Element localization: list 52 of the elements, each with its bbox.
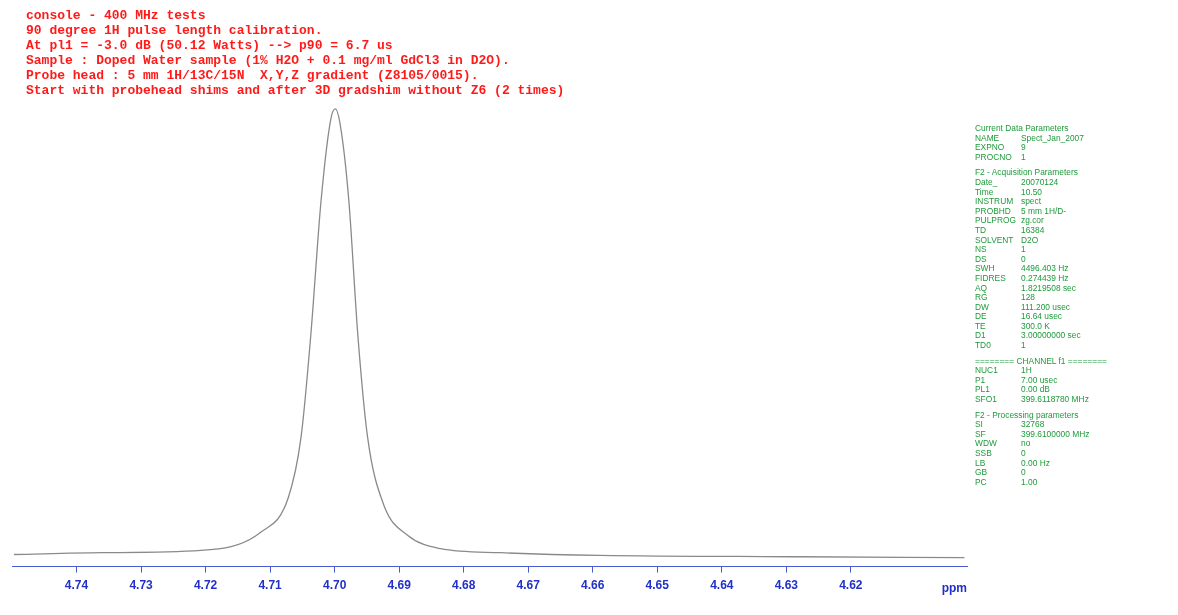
x-tick-label: 4.72: [193, 578, 218, 593]
text: INSTRUM spect: [975, 196, 1042, 207]
text: PC 1.00: [975, 476, 1038, 487]
x-tick-label: 4.67: [516, 578, 541, 593]
text: TD 16384: [975, 224, 1045, 235]
text: NAME Spect_Jan_2007: [975, 132, 1084, 143]
text: DS 0: [975, 253, 1026, 264]
x-axis-title: ppm: [941, 580, 967, 595]
text: SOLVENT D2O: [975, 234, 1039, 246]
chart-title: console - 400 MHz tests: [26, 8, 207, 23]
chart-subtitle: 90 degree 1H pulse length calibration. At pl1 = -3.0 dB (50.12 Watts) --> p90 = 6.7 us Sample : Doped Water sample (1% H2O + 0.1 mg/ml GdCl3 in D2O). Probe head : 5 mm 1H/13C/15N X,Y,Z gradient (Z8105/0015). Start with probehead shims and after 3D gradshim without Z6 (2 times): [26, 23, 565, 98]
text: LB 0.00 Hz: [975, 457, 1050, 468]
text: ======== CHANNEL f1 ========: [975, 355, 1108, 367]
text: P1 7.00 usec: [975, 374, 1058, 385]
text: PROCNO 1: [975, 151, 1026, 163]
x-tick-label: 4.73: [129, 578, 154, 593]
text: Date_ 20070124: [975, 176, 1059, 187]
x-tick-label: 4.65: [645, 578, 670, 593]
text: F2 - Processing parameters: [975, 409, 1080, 421]
text: GB 0: [975, 467, 1026, 478]
text: NUC1 1H: [975, 365, 1032, 376]
text: TD0 1: [975, 340, 1026, 351]
text: DW 111.200 usec: [975, 301, 1071, 312]
text: SI 32768: [975, 419, 1045, 430]
text: NS 1: [975, 244, 1026, 255]
text: EXPNO 9: [975, 142, 1026, 153]
text: FIDRES 0.274439 Hz: [975, 272, 1069, 283]
text: TE 300.0 K: [975, 320, 1050, 331]
x-tick-label: 4.66: [581, 578, 605, 593]
text: D1 3.00000000 sec: [975, 330, 1081, 341]
text: SF 399.6100000 MHz: [975, 428, 1090, 439]
text: PROBHD 5 mm 1H/D-: [975, 205, 1067, 216]
x-tick-label: 4.69: [387, 578, 412, 593]
text: Current Data Parameters: [975, 123, 1070, 134]
text: AQ 1.8219508 sec: [975, 282, 1076, 293]
x-tick-label: 4.70: [322, 578, 347, 593]
x-tick-label: 4.68: [452, 578, 476, 593]
text: Time 10.50: [975, 186, 1042, 197]
text: SSB 0: [975, 448, 1026, 458]
x-tick-label: 4.71: [258, 578, 283, 593]
x-tick-label: 4.64: [710, 578, 734, 593]
x-tick-label: 4.63: [774, 578, 799, 593]
text: SWH 4496.403 Hz: [975, 263, 1069, 274]
x-tick-label: 4.62: [839, 578, 863, 593]
text: WDW no: [975, 438, 1031, 449]
text: PULPROG zg.cor: [975, 215, 1044, 226]
text: SFO1 399.6118780 MHz: [975, 394, 1089, 405]
text: F2 - Acquisition Parameters: [975, 167, 1079, 178]
x-tick-label: 4.74: [64, 578, 89, 593]
text: RG 128: [975, 292, 1035, 303]
text: PL1 0.00 dB: [975, 384, 1050, 395]
text: DE 16.64 usec: [975, 311, 1062, 322]
